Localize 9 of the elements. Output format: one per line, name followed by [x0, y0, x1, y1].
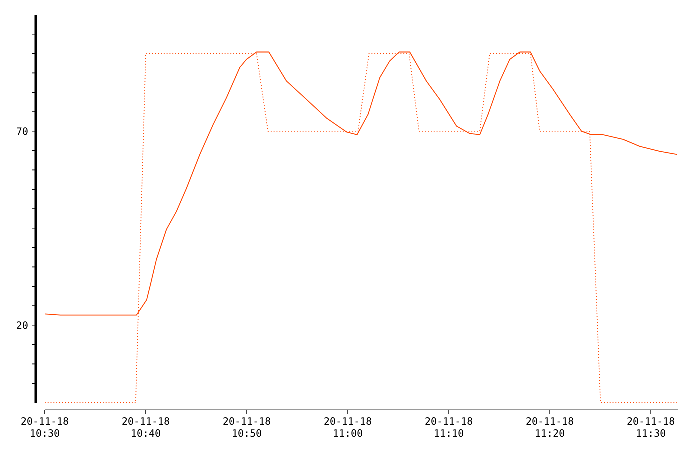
x-tick-label: 20-11-18 11:10	[426, 418, 472, 438]
x-tick-label: 20-11-18 10:30	[22, 418, 68, 438]
y-tick-label: 70	[17, 128, 28, 136]
x-tick-label: 20-11-18 10:40	[122, 418, 170, 438]
y-tick-label: 20	[17, 322, 28, 330]
x-tick-label: 20-11-18 11:20	[526, 418, 574, 438]
x-tick-label: 20-11-18 11:30	[628, 418, 675, 438]
x-tick-label: 20-11-18 11:00	[324, 418, 372, 438]
x-tick-label: 20-11-18 10:50	[224, 418, 270, 438]
